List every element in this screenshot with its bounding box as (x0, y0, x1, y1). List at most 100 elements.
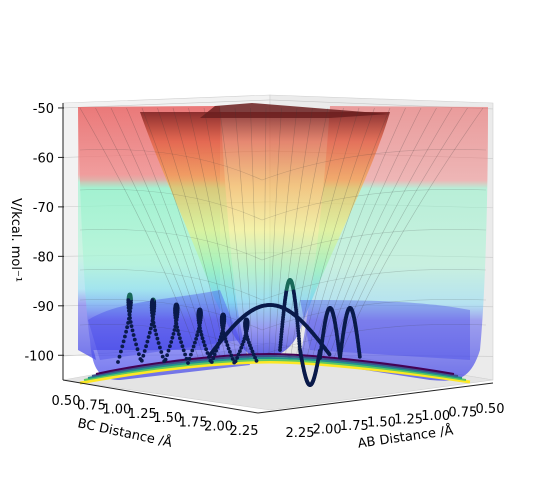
trajectory-point (235, 356, 240, 360)
trajectory-point (202, 343, 207, 348)
mesh-line (79, 269, 487, 301)
trajectory-point (134, 342, 139, 347)
trajectory-point (209, 360, 214, 364)
trajectory-point (250, 349, 255, 354)
trajectory-point (150, 314, 155, 318)
z-tick-label: -80 (33, 250, 54, 265)
trajectory-point (148, 326, 153, 331)
ab-tick-label: 1.25 (394, 412, 423, 427)
trajectory-point (253, 355, 257, 360)
trajectory-point (139, 358, 144, 363)
trajectory-point (170, 335, 175, 340)
trajectory-point (204, 347, 209, 352)
mesh-line (322, 107, 437, 359)
trajectory-point (121, 339, 126, 344)
trajectory-point (169, 340, 174, 344)
mesh-line (79, 149, 487, 181)
bc-tick-label: 0.75 (77, 398, 106, 413)
mesh-line (306, 107, 391, 359)
trajectory-point (166, 348, 171, 353)
trajectory-point (189, 352, 193, 357)
trajectory-point (155, 336, 160, 341)
z-tick-label: -70 (33, 201, 54, 216)
bc-tick-label: 2.25 (230, 424, 259, 439)
trajectory-point (176, 328, 180, 333)
z-tick-label: -90 (33, 300, 54, 315)
trajectory-point (130, 328, 135, 333)
trajectory-point (151, 320, 156, 325)
trajectory-point (128, 316, 132, 320)
mesh-line (290, 107, 344, 359)
trajectory-point (179, 340, 184, 344)
mesh-line (295, 107, 360, 359)
trajectory-point (180, 344, 185, 349)
trajectory-point (127, 312, 132, 317)
trajectory-point (240, 342, 245, 347)
trajectory-point (254, 358, 259, 363)
trajectory-point (224, 339, 229, 344)
trajectory-point (171, 332, 176, 336)
trajectory-point (123, 334, 127, 339)
trajectory-point (228, 350, 232, 354)
ab-tick-label: 2.00 (313, 423, 342, 438)
trajectory-point (327, 352, 332, 357)
trajectory-point (198, 329, 203, 334)
trajectory-point (146, 335, 151, 339)
trajectory-point (212, 352, 217, 357)
trajectory-point (126, 305, 131, 310)
trajectory-point (175, 325, 180, 329)
trajectory-point (357, 354, 362, 359)
trajectory-point (201, 339, 206, 344)
trajectory-point (126, 309, 131, 313)
trajectory-point (150, 310, 154, 315)
ab-tick-label: 1.75 (340, 419, 369, 434)
trajectory-point (163, 357, 168, 362)
trajectory-point (190, 348, 195, 353)
trajectory-point (249, 346, 254, 351)
trajectory-point (247, 340, 251, 345)
trajectory-point (193, 340, 197, 345)
trajectory-point (226, 346, 231, 351)
bc-tick-label: 1.25 (128, 407, 157, 422)
bc-tick-label: 1.50 (153, 411, 182, 426)
trajectory-point (117, 354, 122, 359)
trajectory-point (125, 325, 129, 330)
trajectory-point (239, 345, 244, 350)
ab-tick-label: 1.00 (421, 409, 450, 424)
trajectory-point (135, 347, 140, 352)
axes (62, 103, 494, 414)
trajectory-point (147, 330, 152, 335)
z-tick-label: -100 (24, 349, 54, 364)
trajectory-point (187, 356, 192, 361)
trajectory-point (184, 356, 189, 361)
trajectory-point (151, 317, 155, 321)
mesh-line (263, 107, 267, 359)
trajectory-point (199, 332, 204, 337)
trajectory-point (236, 352, 241, 357)
trajectory-point (154, 332, 159, 337)
trajectory-point (211, 356, 216, 361)
mesh-line (273, 107, 298, 359)
trajectory-point (128, 320, 133, 324)
mesh-line (172, 107, 232, 359)
ab-tick-label: 1.50 (367, 416, 396, 431)
trajectory-point (172, 328, 177, 332)
trajectory-point (186, 361, 190, 365)
trajectory-point (195, 333, 200, 338)
trajectory-point (233, 359, 238, 364)
mesh-line (157, 107, 226, 359)
mesh-line (79, 299, 487, 331)
trajectory-point (238, 349, 242, 353)
mesh-line (79, 189, 487, 221)
trajectory-point (141, 353, 146, 358)
trajectory-point (165, 353, 170, 357)
trajectory-point (116, 360, 120, 364)
trajectory-point (131, 333, 136, 337)
mesh-line (234, 107, 253, 359)
mesh-line (79, 107, 199, 359)
trajectory-point (229, 353, 234, 358)
trajectory-point (145, 339, 150, 344)
trajectory-point (230, 357, 235, 361)
trajectory-point (149, 308, 154, 312)
